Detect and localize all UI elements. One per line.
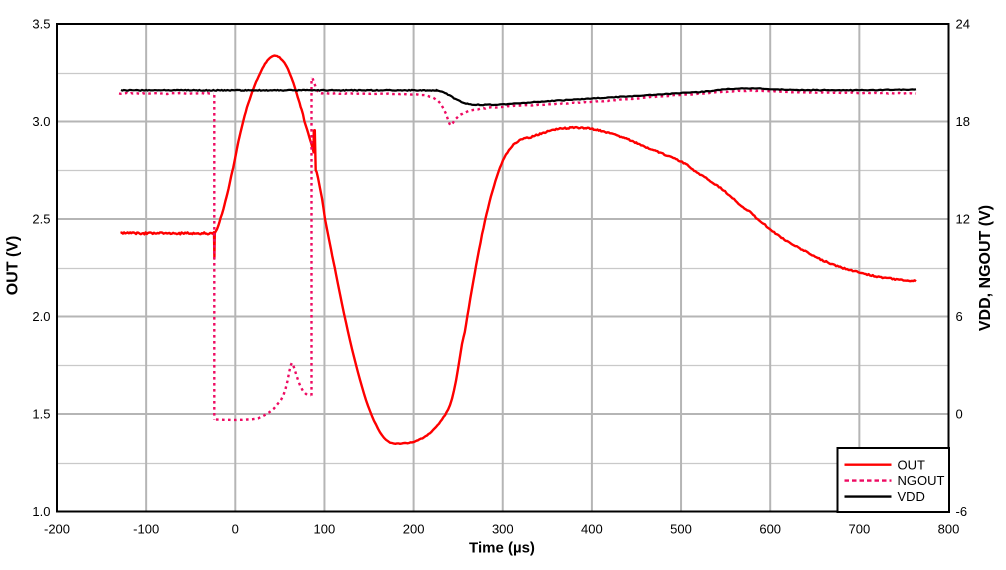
- svg-text:700: 700: [849, 522, 871, 537]
- svg-text:Time (µs): Time (µs): [469, 539, 535, 556]
- svg-text:2.0: 2.0: [32, 309, 50, 324]
- svg-text:VDD: VDD: [898, 489, 925, 504]
- svg-text:-200: -200: [44, 522, 70, 537]
- svg-text:6: 6: [956, 309, 963, 324]
- svg-text:OUT: OUT: [898, 457, 926, 472]
- svg-text:500: 500: [670, 522, 692, 537]
- svg-text:3.0: 3.0: [32, 114, 50, 129]
- svg-text:OUT (V): OUT (V): [5, 236, 22, 296]
- svg-text:-100: -100: [133, 522, 159, 537]
- svg-text:1.5: 1.5: [32, 407, 50, 422]
- svg-text:600: 600: [759, 522, 781, 537]
- svg-text:400: 400: [581, 522, 603, 537]
- svg-text:VDD, NGOUT (V): VDD, NGOUT (V): [977, 205, 994, 331]
- svg-text:24: 24: [956, 17, 970, 32]
- svg-text:12: 12: [956, 212, 970, 227]
- svg-text:800: 800: [938, 522, 960, 537]
- svg-text:NGOUT: NGOUT: [898, 473, 945, 488]
- svg-text:300: 300: [492, 522, 514, 537]
- svg-text:200: 200: [403, 522, 425, 537]
- svg-text:0: 0: [956, 407, 963, 422]
- svg-text:2.5: 2.5: [32, 212, 50, 227]
- svg-text:-6: -6: [956, 504, 968, 519]
- svg-text:100: 100: [314, 522, 336, 537]
- svg-text:18: 18: [956, 114, 970, 129]
- svg-text:3.5: 3.5: [32, 17, 50, 32]
- svg-text:1.0: 1.0: [32, 504, 50, 519]
- svg-text:0: 0: [232, 522, 239, 537]
